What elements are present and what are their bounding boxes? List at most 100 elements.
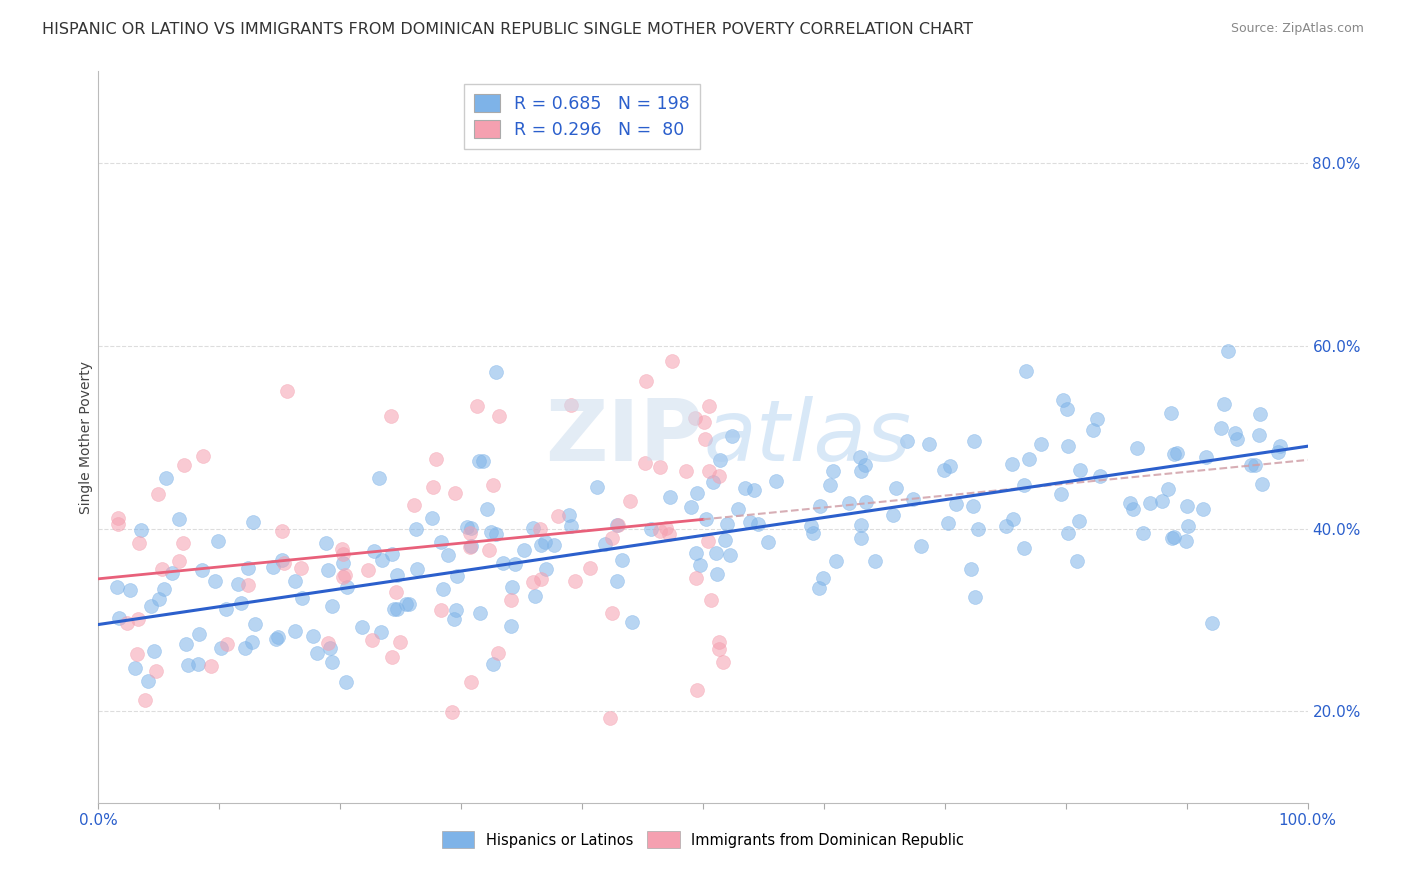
- Point: [849, 450, 872, 464]
- Point: [200, 659, 222, 673]
- Point: [910, 539, 932, 553]
- Point: [524, 589, 547, 603]
- Point: [849, 531, 872, 545]
- Point: [522, 521, 544, 535]
- Point: [477, 501, 499, 516]
- Point: [1001, 458, 1024, 472]
- Point: [1166, 446, 1188, 460]
- Point: [564, 574, 586, 589]
- Point: [536, 562, 558, 576]
- Point: [478, 542, 501, 557]
- Y-axis label: Single Mother Poverty: Single Mother Poverty: [79, 360, 93, 514]
- Point: [193, 449, 215, 463]
- Point: [1226, 432, 1249, 446]
- Point: [896, 434, 918, 448]
- Point: [1067, 515, 1090, 529]
- Point: [370, 553, 392, 567]
- Text: HISPANIC OR LATINO VS IMMIGRANTS FROM DOMINICAN REPUBLIC SINGLE MOTHER POVERTY C: HISPANIC OR LATINO VS IMMIGRANTS FROM DO…: [42, 22, 973, 37]
- Point: [936, 516, 959, 530]
- Point: [700, 592, 723, 607]
- Point: [945, 497, 967, 511]
- Point: [863, 553, 886, 567]
- Point: [236, 561, 259, 575]
- Point: [468, 453, 491, 467]
- Point: [702, 475, 724, 489]
- Point: [938, 458, 960, 473]
- Point: [363, 543, 385, 558]
- Point: [714, 533, 737, 547]
- Point: [659, 491, 682, 505]
- Point: [460, 675, 482, 690]
- Point: [301, 629, 323, 643]
- Point: [765, 474, 787, 488]
- Point: [499, 619, 522, 633]
- Point: [242, 515, 264, 529]
- Point: [148, 592, 170, 607]
- Point: [636, 374, 658, 388]
- Point: [1195, 450, 1218, 465]
- Point: [357, 564, 380, 578]
- Point: [1029, 437, 1052, 451]
- Point: [148, 487, 170, 501]
- Point: [335, 674, 357, 689]
- Point: [640, 522, 662, 536]
- Point: [404, 499, 426, 513]
- Point: [709, 452, 731, 467]
- Point: [456, 520, 478, 534]
- Point: [963, 434, 986, 448]
- Point: [398, 597, 420, 611]
- Point: [482, 657, 505, 672]
- Point: [1085, 412, 1108, 426]
- Point: [686, 486, 709, 500]
- Point: [273, 556, 295, 570]
- Point: [697, 399, 720, 413]
- Point: [621, 615, 644, 629]
- Point: [522, 574, 544, 589]
- Point: [240, 634, 263, 648]
- Point: [721, 428, 744, 442]
- Point: [1163, 447, 1185, 461]
- Point: [1122, 501, 1144, 516]
- Point: [167, 554, 190, 568]
- Point: [124, 661, 146, 675]
- Point: [853, 458, 876, 473]
- Point: [425, 451, 447, 466]
- Point: [405, 522, 427, 536]
- Point: [243, 616, 266, 631]
- Point: [332, 570, 354, 584]
- Point: [1090, 468, 1112, 483]
- Point: [145, 664, 167, 678]
- Text: ZIP: ZIP: [546, 395, 703, 479]
- Point: [558, 508, 581, 523]
- Point: [332, 547, 354, 561]
- Point: [648, 524, 671, 538]
- Point: [460, 539, 482, 553]
- Point: [619, 494, 641, 508]
- Point: [173, 458, 195, 473]
- Point: [387, 567, 409, 582]
- Point: [332, 556, 354, 570]
- Point: [384, 602, 406, 616]
- Point: [321, 599, 343, 613]
- Point: [441, 705, 464, 719]
- Point: [882, 508, 904, 522]
- Point: [1249, 407, 1271, 421]
- Point: [284, 624, 307, 639]
- Point: [1175, 499, 1198, 513]
- Point: [395, 597, 418, 611]
- Point: [994, 519, 1017, 533]
- Point: [352, 620, 374, 634]
- Point: [321, 655, 343, 669]
- Point: [560, 398, 582, 412]
- Point: [215, 636, 238, 650]
- Point: [307, 646, 329, 660]
- Point: [385, 602, 408, 616]
- Point: [318, 640, 340, 655]
- Point: [560, 519, 582, 533]
- Point: [709, 635, 731, 649]
- Point: [271, 553, 294, 567]
- Point: [727, 502, 749, 516]
- Point: [1209, 420, 1232, 434]
- Point: [169, 512, 191, 526]
- Point: [150, 562, 173, 576]
